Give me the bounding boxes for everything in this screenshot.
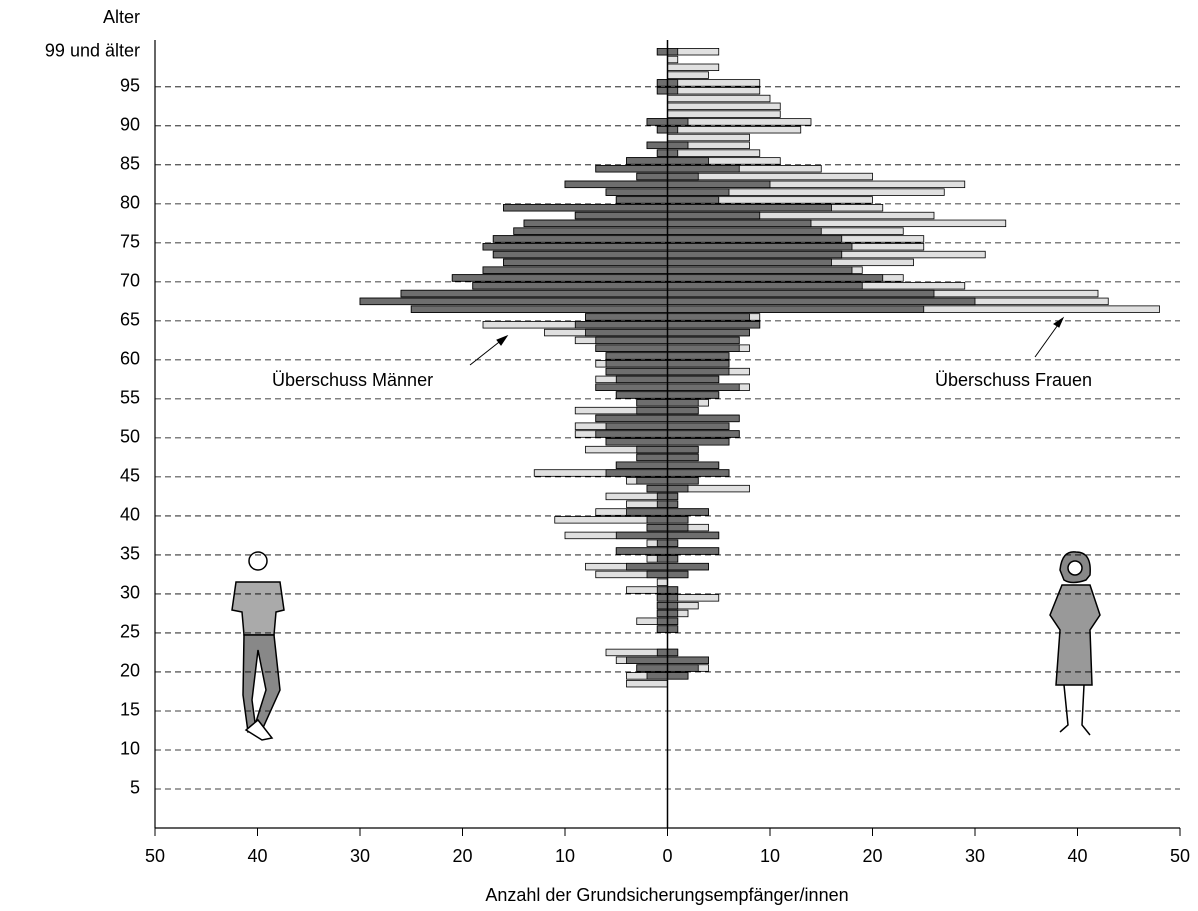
annotation: Überschuss Frauen — [935, 370, 1092, 390]
x-tick-label: 30 — [350, 846, 370, 866]
y-tick-label: 15 — [120, 700, 140, 720]
bar-women — [667, 63, 720, 72]
x-tick-label: 10 — [760, 846, 780, 866]
y-tick-label: 75 — [120, 232, 140, 252]
bar-women — [667, 79, 761, 87]
y-axis-title: Alter — [103, 7, 140, 27]
y-tick-label: 45 — [120, 466, 140, 486]
x-tick-label: 40 — [247, 846, 267, 866]
x-tick-label: 50 — [145, 846, 165, 866]
y-tick-label: 35 — [120, 544, 140, 564]
bar-women — [667, 94, 771, 103]
bar-women — [667, 87, 761, 95]
y-tick-label: 55 — [120, 388, 140, 408]
bar-women — [667, 71, 709, 79]
x-axis-title: Anzahl der Grundsicherungsempfänger/inne… — [485, 885, 848, 905]
x-tick-label: 20 — [452, 846, 472, 866]
y-tick-label: 99 und älter — [45, 40, 140, 60]
bar-men — [656, 578, 668, 586]
bar-women — [667, 102, 781, 111]
y-tick-label: 25 — [120, 622, 140, 642]
man-figure — [231, 551, 285, 741]
y-tick-label: 50 — [120, 427, 140, 447]
y-tick-label: 60 — [120, 349, 140, 369]
y-tick-label: 95 — [120, 76, 140, 96]
bar-women — [667, 55, 679, 64]
bar-women — [667, 126, 802, 134]
y-tick-label: 30 — [120, 583, 140, 603]
bar-women — [667, 133, 750, 142]
bar-women — [667, 110, 781, 118]
y-tick-label: 90 — [120, 115, 140, 135]
woman-figure — [1049, 551, 1101, 736]
y-tick-label: 70 — [120, 271, 140, 291]
x-tick-label: 40 — [1067, 846, 1087, 866]
x-tick-label: 50 — [1170, 846, 1190, 866]
x-tick-label: 10 — [555, 846, 575, 866]
y-tick-label: 65 — [120, 310, 140, 330]
y-tick-label: 5 — [130, 778, 140, 798]
bar-women — [667, 118, 812, 126]
y-tick-label: 10 — [120, 739, 140, 759]
x-tick-label: 30 — [965, 846, 985, 866]
x-tick-label: 20 — [862, 846, 882, 866]
y-tick-label: 20 — [120, 661, 140, 681]
annotation: Überschuss Männer — [272, 370, 433, 390]
bar-men — [626, 679, 668, 688]
y-tick-label: 80 — [120, 193, 140, 213]
x-tick-label: 0 — [662, 846, 672, 866]
bar-women — [667, 149, 761, 157]
y-tick-label: 85 — [120, 154, 140, 174]
y-tick-label: 40 — [120, 505, 140, 525]
